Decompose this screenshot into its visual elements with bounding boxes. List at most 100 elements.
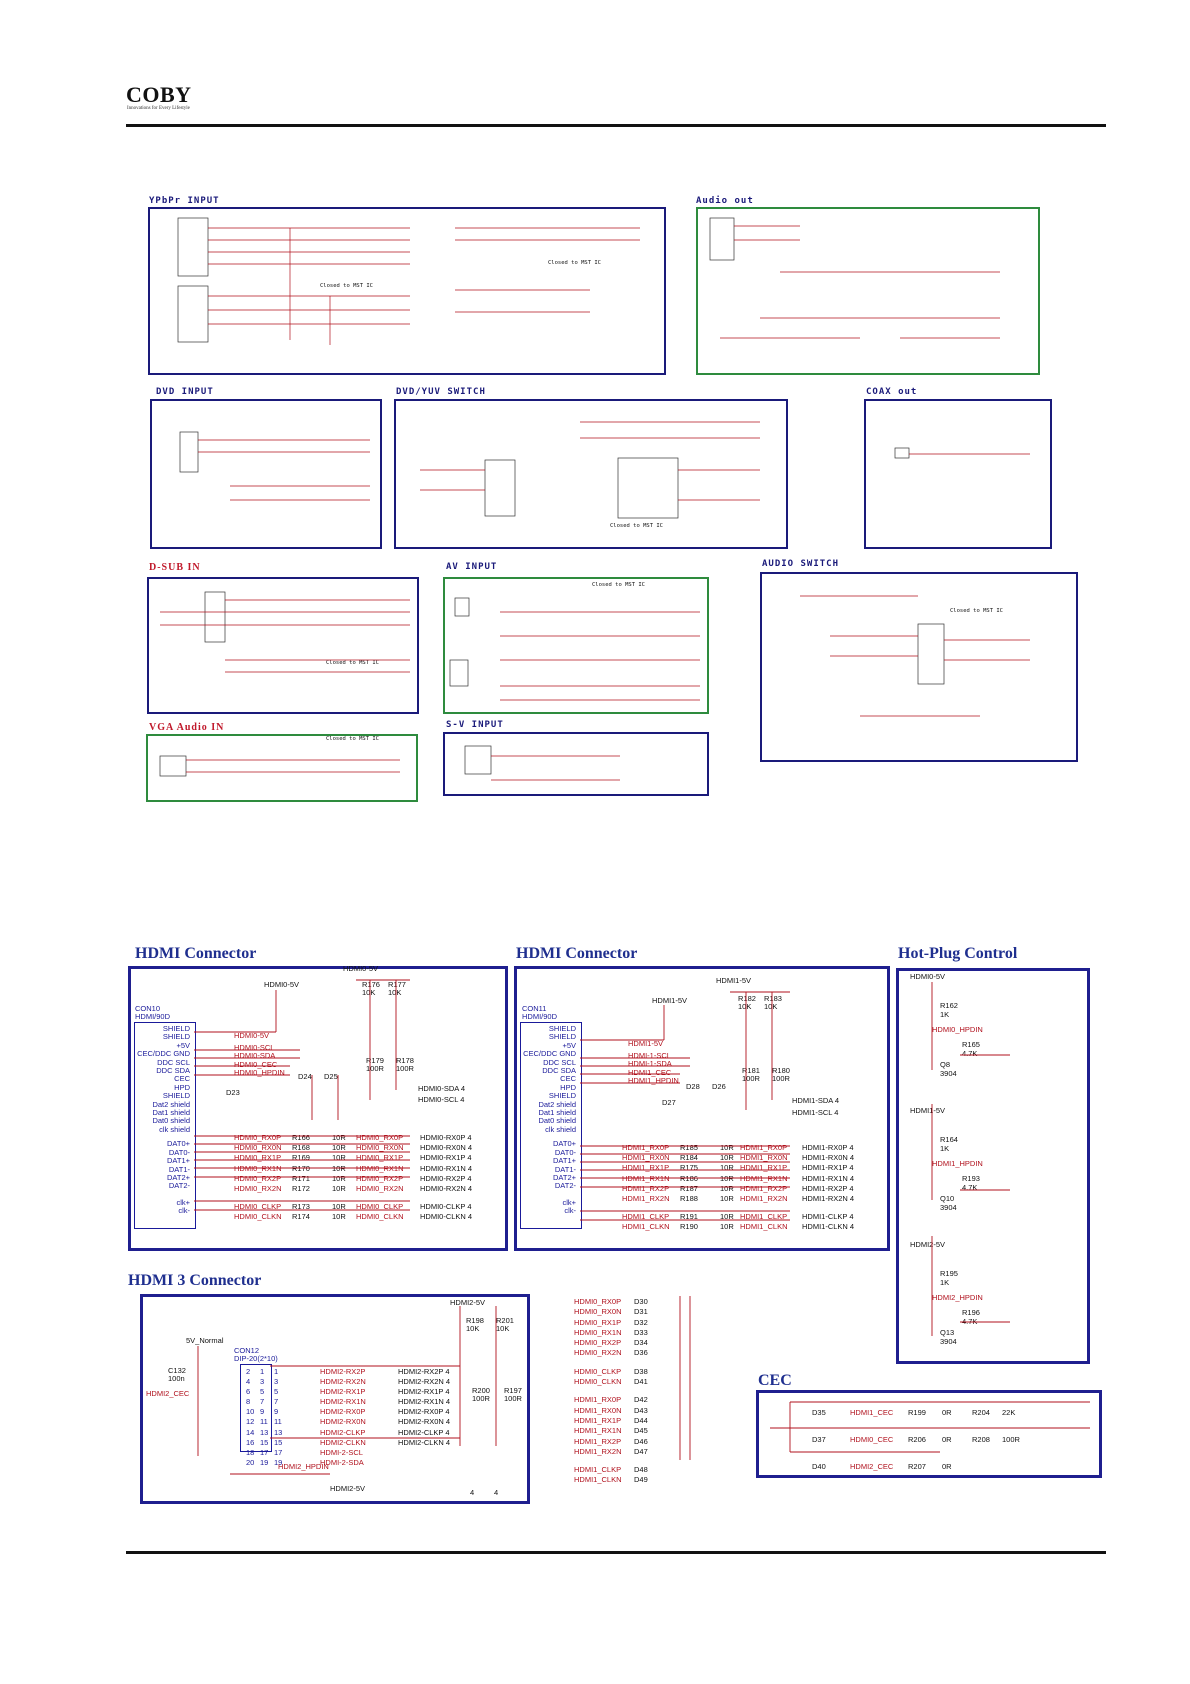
hdmi0-dnet2: HDMI0_RX2P bbox=[356, 1173, 404, 1183]
hdmi0-data-block: HDMI0_RX0P R166 10R HDMI0_RX0P HDMI0-RX0P 4 … bbox=[234, 1132, 472, 1222]
hdmi1-dout: HDMI1-RX2P 4 bbox=[802, 1183, 854, 1193]
brand-logo: COBY bbox=[126, 82, 192, 107]
note-closed-7: Closed to MST IC bbox=[326, 736, 379, 742]
hotplug-stage-2: HDMI2-5V R195 1K HDMI2_HPDIN R196 4.7K Q… bbox=[910, 1240, 1080, 1346]
hdmi1-out-sda: HDMI1-SDA 4 bbox=[792, 1096, 840, 1105]
hdmi0-dout: HDMI0-RX2P 4 bbox=[420, 1173, 472, 1183]
hdmi1-rval: 10R bbox=[720, 1212, 734, 1222]
hdmi3-pin-r: 11 bbox=[260, 1417, 268, 1427]
hdmi1-rval: 10R bbox=[720, 1194, 734, 1204]
hdmi0-rval: 10R bbox=[332, 1184, 346, 1194]
hp-supply: HDMI1-5V bbox=[910, 1106, 946, 1115]
hdmi0-dout: HDMI0-RX2N 4 bbox=[420, 1184, 473, 1194]
hdmi0-d23: D23 bbox=[226, 1088, 240, 1097]
esd-array: HDMI0_RX0P D30 HDMI0_RX0N D31 HDMI0_RX1P D3… bbox=[574, 1296, 648, 1485]
hdmi1-dnet: HDMI1_RX1P bbox=[622, 1163, 670, 1173]
hdmi0-rval: 10R bbox=[332, 1143, 346, 1153]
hp-r2v: 4.7K bbox=[962, 1183, 978, 1192]
hdmi0-pin: DAT2+ bbox=[167, 1172, 190, 1182]
hdmi0-cout: HDMI0-CLKP 4 bbox=[420, 1202, 472, 1212]
hp-qv: 3904 bbox=[940, 1069, 957, 1078]
hdmi0-dres: R169 bbox=[292, 1153, 310, 1163]
hdmi1-net: HDMI-1-SDA bbox=[628, 1059, 672, 1069]
esd-net: HDMI0_RX0P bbox=[574, 1297, 622, 1306]
hdmi3-pin-l: 6 bbox=[246, 1387, 251, 1397]
hdmi3-pin-l: 18 bbox=[246, 1447, 255, 1457]
hdmi1-con-ref: CON11 bbox=[522, 1004, 547, 1013]
hdmi1-pin: HPD bbox=[560, 1082, 576, 1092]
hdmi1-dres: R185 bbox=[680, 1143, 698, 1152]
hotplug-stage-0: HDMI0-5V R162 1K HDMI0_HPDIN R165 4.7K Q… bbox=[910, 972, 1080, 1078]
section-hdmi3 bbox=[140, 1294, 530, 1504]
title-cec: CEC bbox=[758, 1372, 792, 1389]
hdmi3-out: HDMI2-RX0P 4 bbox=[398, 1407, 450, 1417]
hdmi3-cap: C132 bbox=[168, 1366, 186, 1375]
esd-net: HDMI0_RX1P bbox=[574, 1317, 622, 1327]
esd-diode: D33 bbox=[634, 1327, 648, 1337]
hdmi0-dres: R172 bbox=[292, 1184, 310, 1194]
hdmi3-pin-r: 13 bbox=[260, 1427, 269, 1437]
hdmi1-r180: R180 bbox=[772, 1066, 790, 1075]
hp-r1v: 1K bbox=[940, 1144, 950, 1153]
cec-rv: 0R bbox=[942, 1435, 952, 1444]
title-dsub: D-SUB IN bbox=[149, 562, 201, 573]
hdmi3-net: HDMI2-CLKP bbox=[320, 1427, 366, 1437]
esd-net: HDMI1_RX0P bbox=[574, 1395, 622, 1405]
hdmi1-rval: 10R bbox=[720, 1183, 734, 1193]
hdmi0-r176-val: 10K bbox=[362, 988, 376, 997]
section-ypbpr bbox=[148, 207, 666, 375]
hdmi0-out-sda: HDMI0-SDA 4 bbox=[418, 1084, 466, 1093]
hdmi1-pin: DAT2+ bbox=[553, 1172, 576, 1182]
hp-r1: R164 bbox=[940, 1135, 958, 1144]
hdmi0-net: HDMI0_HPDIN bbox=[234, 1068, 285, 1078]
hdmi0-pin: Dat1 shield bbox=[152, 1108, 190, 1118]
hdmi1-dres: R175 bbox=[680, 1163, 698, 1173]
hp-r2v: 4.7K bbox=[962, 1049, 978, 1058]
hdmi0-pin: SHIELD bbox=[162, 1091, 190, 1101]
hdmi3-pin-l: 4 bbox=[246, 1377, 251, 1387]
hdmi1-pin: DAT2- bbox=[554, 1181, 576, 1191]
title-ypbpr: YPbPr INPUT bbox=[149, 196, 220, 206]
hdmi1-pin: DAT0- bbox=[554, 1147, 576, 1157]
hdmi0-rval: 10R bbox=[332, 1212, 346, 1222]
title-coax: COAX out bbox=[866, 387, 918, 397]
hdmi1-pin: CEC/DDC GND bbox=[523, 1049, 576, 1059]
hdmi3-pin-n: 9 bbox=[274, 1407, 279, 1417]
hdmi3-pin-n: 3 bbox=[274, 1377, 279, 1387]
hdmi3-pin-l: 10 bbox=[246, 1407, 255, 1417]
hdmi1-data-block: HDMI1_RX0P R185 10R HDMI1_RX0P HDMI1-RX0P 4 … bbox=[622, 1142, 854, 1232]
hdmi1-d26: D26 bbox=[712, 1082, 726, 1091]
hdmi1-cres: R191 bbox=[680, 1212, 698, 1222]
hdmi0-r178-val: 100R bbox=[396, 1064, 414, 1073]
section-dsub bbox=[147, 577, 419, 714]
hdmi1-r180-val: 100R bbox=[772, 1074, 790, 1083]
hp-r2: R193 bbox=[962, 1174, 980, 1183]
hdmi0-dout: HDMI0-RX1N 4 bbox=[420, 1163, 473, 1173]
hp-net: HDMI0_HPDIN bbox=[932, 1025, 983, 1034]
hdmi1-d27: D27 bbox=[662, 1098, 676, 1107]
note-closed-6: Closed to MST IC bbox=[950, 608, 1003, 614]
hp-q: Q10 bbox=[940, 1194, 955, 1203]
hdmi0-dres: R168 bbox=[292, 1143, 310, 1153]
hdmi3-r201: R201 bbox=[496, 1316, 514, 1325]
esd-net: HDMI0_CLKN bbox=[574, 1377, 622, 1387]
hdmi1-net: HDMI-1-SCL bbox=[628, 1050, 671, 1060]
hp-supply: HDMI2-5V bbox=[910, 1240, 946, 1249]
hp-r1: R162 bbox=[940, 1001, 958, 1010]
hdmi1-dout: HDMI1-RX1N 4 bbox=[802, 1173, 855, 1183]
hdmi3-pin-l: 2 bbox=[246, 1367, 251, 1376]
hdmi0-pin: DAT2- bbox=[168, 1181, 190, 1191]
hdmi3-pins: 2 1 1 HDMI2-RX2P HDMI2-RX2P 4 4 3 3 HDMI2-RX2N H… bbox=[246, 1366, 450, 1467]
brand-tagline: Innovations for Every Lifestyle bbox=[127, 106, 190, 111]
esd-diode: D42 bbox=[634, 1395, 648, 1405]
hdmi3-hpdin: HDMI2_HPDIN bbox=[278, 1462, 329, 1471]
hdmi0-pin: DAT1- bbox=[168, 1164, 190, 1174]
hdmi1-pin: clk- bbox=[564, 1206, 576, 1216]
section-cec bbox=[756, 1390, 1102, 1478]
esd-net: HDMI0_RX2P bbox=[574, 1338, 622, 1348]
hdmi1-dres: R184 bbox=[680, 1153, 698, 1163]
hdmi1-pin: SHIELD bbox=[548, 1091, 576, 1101]
hdmi0-rval: 10R bbox=[332, 1133, 346, 1142]
hdmi3-pin-n: 11 bbox=[274, 1417, 282, 1427]
cec-net: HDMI2_CEC bbox=[850, 1462, 894, 1471]
